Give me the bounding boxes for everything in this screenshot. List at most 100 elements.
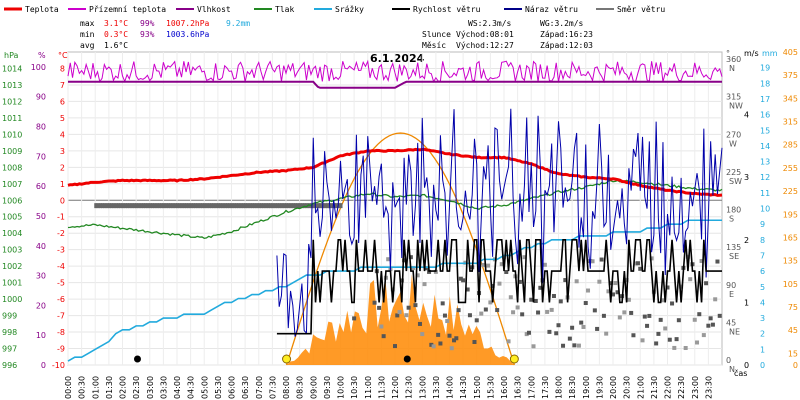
winddir-point: [207, 203, 211, 209]
winddir-point: [567, 336, 572, 341]
rain-tick: 18: [760, 79, 770, 88]
winddir-point: [672, 345, 677, 350]
winddir-point: [715, 259, 720, 264]
x-tick-label: 15:00: [473, 376, 482, 399]
winddir-point: [237, 203, 241, 209]
stats-min-hum: 93%: [140, 30, 155, 39]
winddir-point: [506, 339, 511, 344]
winddir-point: [592, 308, 597, 313]
rain-tick: 11: [760, 189, 770, 198]
x-tick-label: 11:30: [377, 376, 386, 399]
stats-min-label: min: [80, 30, 95, 39]
x-tick-label: 10:00: [337, 376, 346, 399]
winddir-point: [114, 203, 118, 209]
sun-rise: Východ:08:01: [456, 30, 514, 39]
winddir-point: [692, 317, 697, 322]
humidity-tick: 0: [41, 361, 46, 370]
humidity-unit: %: [38, 51, 46, 60]
rain-tick: 7: [760, 251, 765, 260]
winddir-point: [545, 309, 550, 314]
sunset-marker: [509, 354, 519, 364]
winddir-point: [246, 203, 250, 209]
winddir-point: [526, 330, 531, 335]
winddir-point: [622, 310, 627, 315]
winddir-point: [275, 203, 279, 209]
winddir-point: [417, 321, 422, 326]
winddir-point: [660, 298, 665, 303]
stats-block: max 3.1°C 99% 1007.2hPa 9.2mm min 0.3°C …: [80, 19, 250, 50]
winddir-point: [549, 307, 554, 312]
winddir-tick: 315: [726, 93, 741, 102]
rain-tick: 19: [760, 64, 770, 73]
winddir-point: [490, 283, 495, 288]
stats-max-hum: 99%: [140, 19, 155, 28]
winddir-point: [285, 203, 288, 209]
winddir-point: [146, 203, 150, 209]
winddir-point: [683, 346, 688, 351]
winddir-point: [278, 203, 282, 209]
x-tick-label: 14:30: [459, 376, 468, 399]
winddir-point: [171, 203, 175, 209]
winddir-compass: SW: [729, 177, 742, 186]
pressure-tick: 1010: [2, 130, 22, 139]
winddir-point: [467, 313, 472, 318]
winddir-point: [676, 318, 681, 323]
winddir-point: [107, 203, 111, 209]
temp-tick: -9: [57, 345, 65, 354]
winddir-point: [452, 338, 457, 343]
x-tick-label: 12:30: [405, 376, 414, 399]
x-tick-label: 14:00: [446, 376, 455, 399]
winddir-point: [558, 299, 563, 304]
winddir-point: [520, 312, 525, 317]
winddir-point: [685, 254, 690, 259]
winddir-point: [472, 339, 477, 344]
winddir-point: [597, 279, 602, 284]
winddir-point: [654, 341, 659, 346]
winddir-point: [474, 318, 479, 323]
winddir-point: [551, 293, 556, 298]
pressure-tick: 1008: [2, 163, 22, 172]
winddir-point: [153, 203, 157, 209]
winddir-point: [599, 257, 604, 262]
winddir-point: [617, 315, 622, 320]
x-tick-label: 23:00: [691, 376, 700, 399]
pressure-tick: 998: [2, 328, 17, 337]
winddir-point: [572, 343, 577, 348]
winddir-point: [604, 331, 609, 336]
winddir-point: [257, 203, 261, 209]
winddir-point: [316, 203, 320, 209]
winddir-point: [524, 332, 529, 337]
wind-gust-line: [276, 108, 723, 337]
x-tick-label: 07:30: [268, 376, 277, 399]
winddir-compass: N: [729, 64, 735, 73]
winddir-point: [264, 203, 268, 209]
winddir-point: [330, 203, 334, 209]
winddir-point: [536, 310, 541, 315]
stats-avg-label: avg: [80, 41, 95, 50]
winddir-point: [235, 203, 239, 209]
winddir-point: [397, 310, 402, 315]
temp-tick: -2: [57, 229, 65, 238]
x-tick-label: 20:00: [609, 376, 618, 399]
winddir-point: [271, 203, 275, 209]
series: [67, 59, 723, 366]
winddir-point: [713, 297, 718, 302]
humidity-tick: 100: [31, 63, 46, 72]
rain-tick: 8: [760, 236, 765, 245]
x-tick-label: 06:30: [241, 376, 250, 399]
humidity-tick: 90: [36, 93, 46, 102]
x-tick-label: 18:30: [568, 376, 577, 399]
legend-teplota: Teplota: [25, 5, 59, 14]
winddir-point: [94, 203, 98, 209]
winddir-point: [393, 344, 397, 349]
rain-tick: 17: [760, 95, 770, 104]
windspeed-unit: m/s: [744, 49, 759, 58]
winddir-point: [447, 333, 452, 338]
winddir-tick: 360: [726, 55, 741, 64]
winddir-point: [461, 278, 466, 283]
solar-tick: 15: [788, 349, 798, 358]
solar-radiation-area: [286, 274, 515, 365]
winddir-point: [529, 297, 534, 302]
winddir-point: [337, 203, 341, 209]
